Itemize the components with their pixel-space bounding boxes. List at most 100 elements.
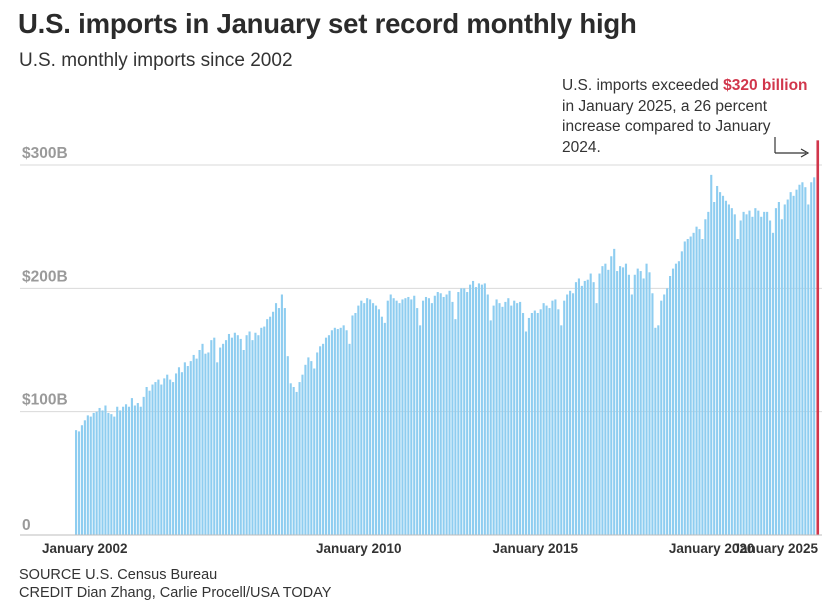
bar — [301, 374, 304, 535]
bar — [669, 276, 672, 535]
bar — [677, 261, 680, 535]
bar — [148, 390, 151, 535]
bar — [395, 300, 398, 535]
bar — [771, 232, 775, 536]
bar — [104, 405, 107, 535]
bar — [251, 340, 254, 535]
bar — [224, 340, 228, 535]
bar — [657, 325, 660, 535]
bar — [498, 303, 501, 535]
bar — [671, 268, 675, 535]
bar — [442, 296, 445, 535]
bar — [154, 382, 157, 535]
bar — [354, 313, 357, 535]
bar — [630, 294, 633, 535]
bar — [277, 308, 281, 535]
bar — [557, 309, 560, 535]
bar — [377, 309, 381, 535]
bar — [642, 278, 645, 535]
bar — [654, 327, 657, 535]
bar — [436, 292, 439, 535]
bar — [374, 305, 378, 535]
bar — [113, 416, 116, 535]
x-tick-label: January 2015 — [492, 541, 578, 556]
bar — [695, 226, 698, 535]
bar — [89, 416, 92, 535]
bar — [533, 310, 536, 535]
bar — [736, 239, 739, 535]
bar — [660, 300, 663, 535]
bar — [366, 298, 369, 535]
bar — [786, 199, 789, 536]
bar — [336, 329, 339, 535]
bar — [310, 361, 313, 535]
bar — [613, 248, 616, 535]
bar — [554, 299, 557, 535]
bar — [548, 308, 551, 535]
bar — [163, 378, 166, 535]
bar — [683, 241, 686, 535]
bar — [151, 384, 154, 535]
bar — [254, 332, 257, 535]
annotation-arrow — [774, 137, 810, 158]
bar — [516, 303, 519, 535]
bar — [563, 300, 566, 535]
bar — [577, 278, 580, 535]
bar — [739, 220, 742, 535]
bar — [486, 294, 489, 535]
bar — [560, 325, 563, 535]
bar — [636, 268, 639, 535]
bar — [510, 305, 513, 535]
bar — [124, 404, 128, 535]
bar — [86, 415, 89, 535]
bar — [130, 398, 133, 535]
bar — [392, 298, 395, 535]
bar — [227, 333, 231, 535]
bar — [101, 410, 104, 535]
bar — [645, 263, 648, 535]
bar — [607, 269, 610, 535]
bar — [77, 431, 81, 535]
bar — [401, 299, 404, 535]
bar — [422, 300, 425, 535]
bar — [272, 311, 275, 535]
bar — [477, 283, 480, 535]
bar — [239, 338, 242, 535]
bar — [783, 204, 786, 535]
bar — [398, 303, 401, 535]
bar — [198, 350, 201, 535]
bar — [80, 425, 83, 535]
bar — [742, 211, 745, 535]
bar — [698, 229, 701, 535]
bar — [75, 430, 78, 535]
bar — [192, 354, 195, 535]
bar — [419, 325, 422, 535]
bar — [169, 379, 172, 535]
footer: SOURCE U.S. Census Bureau CREDIT Dian Zh… — [19, 567, 331, 602]
bar — [757, 210, 760, 535]
chart-subtitle: U.S. monthly imports since 2002 — [19, 50, 293, 71]
bar — [527, 317, 530, 535]
bar — [457, 292, 460, 535]
bar — [289, 383, 292, 535]
bar — [451, 301, 454, 535]
bar — [507, 298, 510, 535]
bar — [592, 282, 595, 535]
chart-title: U.S. imports in January set record month… — [18, 8, 637, 39]
bar — [266, 319, 269, 535]
bar — [574, 282, 578, 535]
bar — [439, 293, 442, 535]
bar — [360, 300, 363, 535]
bar — [295, 391, 298, 535]
bar — [180, 372, 183, 535]
bar — [274, 303, 278, 535]
bar — [530, 313, 533, 535]
bar — [707, 211, 710, 535]
bar — [766, 211, 769, 535]
bar — [648, 272, 651, 535]
bar — [566, 294, 569, 535]
bar — [727, 204, 730, 535]
bar — [330, 330, 333, 535]
bar — [322, 343, 325, 535]
bar — [619, 266, 622, 535]
